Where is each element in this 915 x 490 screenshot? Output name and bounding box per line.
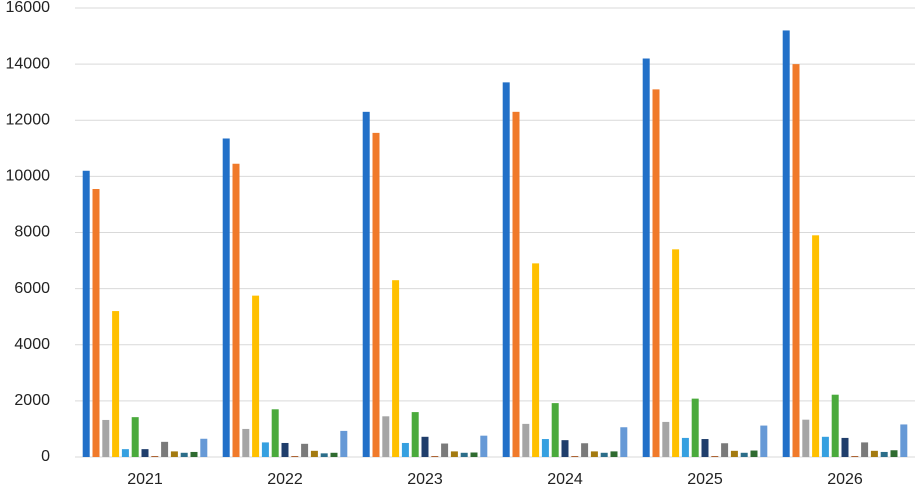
bar bbox=[890, 450, 898, 457]
bar bbox=[662, 421, 670, 457]
y-tick-label: 14000 bbox=[6, 55, 51, 72]
bar bbox=[681, 437, 689, 457]
y-tick-label: 16000 bbox=[6, 0, 51, 16]
bar bbox=[190, 451, 198, 457]
bar bbox=[760, 425, 768, 457]
bar bbox=[200, 438, 208, 457]
bar bbox=[551, 403, 559, 457]
bar bbox=[232, 163, 240, 457]
bar bbox=[161, 441, 169, 457]
bar bbox=[141, 449, 149, 457]
bar bbox=[301, 443, 309, 457]
bar bbox=[450, 451, 458, 457]
y-tick-label: 0 bbox=[41, 448, 50, 465]
y-tick-label: 12000 bbox=[6, 111, 51, 128]
bar bbox=[600, 452, 608, 457]
y-tick-label: 6000 bbox=[14, 280, 50, 297]
x-tick-label: 2022 bbox=[267, 471, 303, 488]
x-tick-label: 2021 bbox=[127, 471, 163, 488]
bar bbox=[170, 451, 178, 457]
y-tick-label: 4000 bbox=[14, 336, 50, 353]
bar bbox=[701, 439, 709, 457]
bar bbox=[571, 456, 579, 457]
bar bbox=[590, 451, 598, 457]
bar bbox=[330, 452, 338, 457]
bar bbox=[362, 111, 370, 458]
bar bbox=[522, 423, 530, 457]
bar bbox=[382, 416, 390, 457]
x-tick-label: 2025 bbox=[687, 471, 723, 488]
bar bbox=[740, 452, 748, 457]
bar bbox=[812, 235, 820, 457]
bar bbox=[802, 419, 810, 457]
bar bbox=[271, 409, 279, 457]
bar bbox=[372, 132, 380, 458]
bar bbox=[502, 82, 510, 457]
bar bbox=[441, 443, 449, 457]
bar bbox=[841, 437, 849, 457]
bar bbox=[310, 450, 318, 457]
bar bbox=[561, 440, 569, 457]
bar bbox=[340, 430, 348, 457]
bar bbox=[131, 417, 139, 457]
bar bbox=[541, 439, 549, 457]
bar bbox=[480, 435, 488, 457]
bar bbox=[581, 443, 589, 457]
x-tick-label: 2023 bbox=[407, 471, 443, 488]
bar bbox=[411, 412, 419, 457]
bar bbox=[821, 436, 829, 457]
bar bbox=[180, 452, 188, 457]
bar bbox=[532, 263, 540, 457]
bar bbox=[691, 398, 699, 457]
bar bbox=[900, 424, 908, 457]
bar bbox=[252, 295, 260, 457]
bar bbox=[851, 456, 859, 457]
bar bbox=[102, 419, 110, 457]
bar bbox=[320, 453, 328, 457]
bar bbox=[392, 280, 400, 457]
bar bbox=[880, 451, 888, 457]
bar bbox=[112, 311, 120, 457]
y-tick-label: 2000 bbox=[14, 392, 50, 409]
bar bbox=[421, 436, 429, 457]
bar bbox=[711, 456, 719, 457]
bar bbox=[721, 443, 729, 457]
bar bbox=[460, 452, 468, 457]
bar bbox=[242, 428, 250, 457]
bar bbox=[792, 64, 800, 457]
y-tick-label: 10000 bbox=[6, 168, 51, 185]
bar bbox=[782, 30, 790, 457]
bar bbox=[82, 170, 90, 457]
bar bbox=[672, 249, 680, 457]
bar bbox=[730, 450, 738, 457]
bar bbox=[261, 442, 269, 457]
bar bbox=[620, 427, 628, 457]
bar bbox=[281, 442, 289, 457]
bar bbox=[121, 449, 129, 457]
bar bbox=[291, 456, 299, 457]
bar bbox=[401, 442, 409, 457]
bar bbox=[431, 456, 439, 457]
bar bbox=[610, 451, 618, 457]
bar bbox=[870, 450, 878, 457]
bar bbox=[642, 58, 650, 457]
bar bbox=[652, 89, 660, 457]
y-tick-label: 8000 bbox=[14, 224, 50, 241]
x-tick-label: 2024 bbox=[547, 471, 583, 488]
bar bbox=[831, 394, 839, 457]
bar bbox=[222, 138, 230, 457]
bar bbox=[861, 442, 869, 457]
bar bbox=[512, 111, 520, 458]
bar bbox=[151, 456, 159, 457]
bar bbox=[470, 452, 478, 457]
bar bbox=[92, 189, 100, 458]
bar bbox=[750, 450, 758, 457]
x-tick-label: 2026 bbox=[827, 471, 863, 488]
